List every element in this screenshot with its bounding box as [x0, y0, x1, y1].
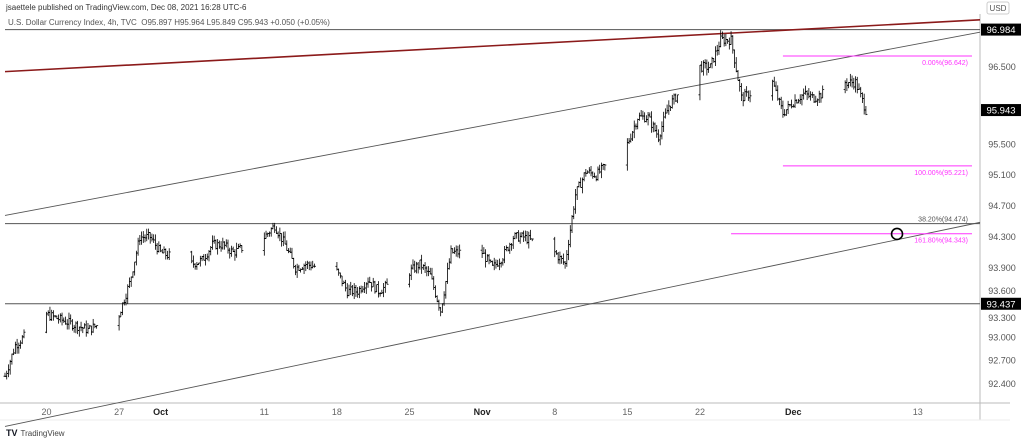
- x-tick-label: 18: [332, 407, 342, 417]
- price-label-box: [981, 297, 1021, 310]
- y-tick-label: 95.500: [988, 139, 1016, 149]
- price-axis: [980, 14, 1024, 403]
- x-tick-label: 13: [913, 407, 923, 417]
- price-label: 93.437: [986, 299, 1015, 310]
- fib-level-label: 0.00%(96.642): [922, 60, 968, 67]
- ohlc-low: L95.849: [206, 18, 236, 27]
- y-tick-label: 92.700: [988, 356, 1016, 366]
- ohlc-high: H95.964: [174, 18, 205, 27]
- y-tick-label: 94.300: [988, 232, 1016, 242]
- y-tick-label: 93.600: [988, 286, 1016, 296]
- y-tick-label: 93.900: [988, 263, 1016, 273]
- currency-badge: [986, 1, 1010, 15]
- y-tick-label: 92.400: [988, 379, 1016, 389]
- published-info: jsaettele published on TradingView.com, …: [6, 3, 247, 12]
- ohlc-open: O95.897: [141, 18, 172, 27]
- lower-channel-trend-line: [4, 221, 981, 427]
- x-tick-label: Dec: [785, 407, 802, 417]
- price-label: 96.984: [986, 25, 1015, 36]
- symbol-name: U.S. Dollar Currency Index, 4h, TVC: [8, 18, 137, 27]
- x-tick-label: 11: [260, 407, 269, 417]
- x-tick-label: 15: [622, 407, 632, 417]
- tradingview-logo-icon: TV: [6, 428, 18, 438]
- resistance-trend-line: [4, 19, 981, 73]
- marker-circle: [890, 227, 904, 241]
- y-tick-label: 93.000: [988, 333, 1016, 343]
- upper-channel-trend-line: [4, 31, 981, 216]
- ohlc-close: C95.943: [237, 18, 269, 27]
- y-tick-label: 95.100: [988, 170, 1016, 180]
- x-tick-label: 20: [41, 407, 51, 417]
- fib-level-label: 161.80%(94.343): [914, 238, 968, 245]
- fib-level-label: 38.20%(94.474): [918, 217, 968, 224]
- price-label-box: [981, 23, 1021, 36]
- x-tick-label: 22: [695, 407, 705, 417]
- x-tick-label: 27: [114, 407, 124, 417]
- price-label-box: [981, 104, 1021, 117]
- currency-label: USD: [990, 4, 1007, 13]
- x-tick-label: Oct: [153, 407, 168, 417]
- symbol-legend: U.S. Dollar Currency Index, 4h, TVC O95.…: [8, 18, 330, 27]
- fib-level-label: 100.00%(95.221): [914, 170, 968, 177]
- footer-logo-text: TradingView: [20, 428, 65, 438]
- y-tick-label: 93.300: [988, 313, 1016, 323]
- x-tick-label: 8: [552, 407, 557, 417]
- ohlc-change: +0.050 (+0.05%): [270, 18, 330, 27]
- footer: TV TradingView: [6, 428, 65, 438]
- y-tick-label: 96.500: [988, 62, 1016, 72]
- y-tick-label: 94.700: [988, 201, 1016, 211]
- price-label: 95.943: [986, 106, 1015, 117]
- x-tick-label: 25: [405, 407, 415, 417]
- x-tick-label: Nov: [474, 407, 491, 417]
